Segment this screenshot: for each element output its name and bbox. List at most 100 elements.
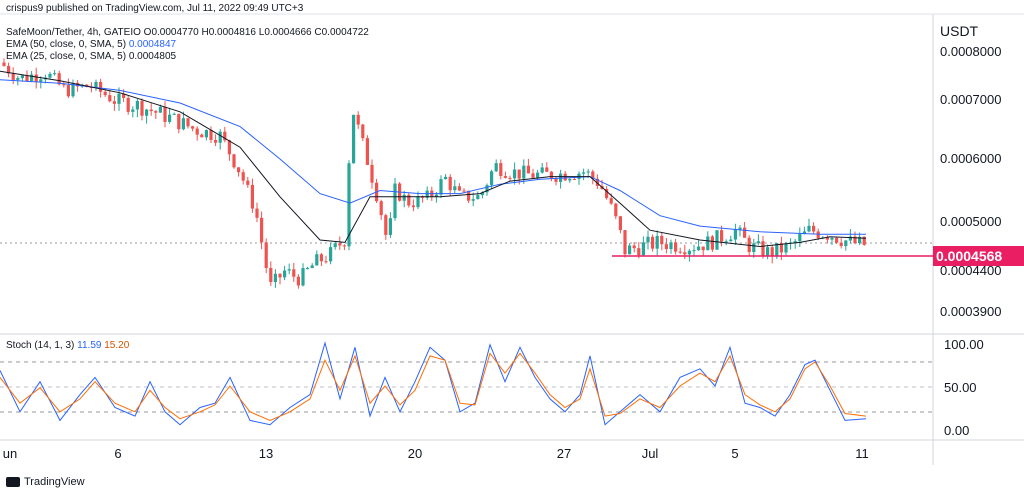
- candle-body: [586, 171, 590, 173]
- candle-body: [766, 247, 770, 257]
- candle-body: [264, 242, 268, 269]
- candle-body: [476, 195, 480, 200]
- candle-body: [384, 215, 388, 235]
- candle-body: [57, 73, 61, 85]
- candle-body: [812, 225, 816, 232]
- candle-body: [71, 82, 75, 97]
- candle-body: [623, 230, 627, 255]
- candle-body: [480, 192, 484, 196]
- candle-body: [223, 131, 227, 141]
- candle-body: [798, 234, 802, 242]
- candle-body: [853, 236, 857, 244]
- candle-body: [273, 273, 277, 283]
- candle-body: [260, 217, 264, 243]
- candle-body: [333, 243, 337, 248]
- candle-body: [531, 173, 535, 178]
- candle-body: [48, 73, 52, 78]
- candle-body: [227, 140, 231, 155]
- candle-body: [324, 261, 328, 263]
- candle-body: [158, 106, 162, 113]
- candle-body: [2, 62, 6, 66]
- time-tick: 6: [114, 446, 122, 461]
- currency-label: USDT: [940, 23, 979, 39]
- candle-body: [549, 171, 553, 179]
- candle-body: [122, 93, 126, 98]
- candle-body: [34, 74, 38, 82]
- price-tick: 0.0007000: [940, 92, 1002, 107]
- ema50-line: [0, 79, 866, 235]
- candle-body: [756, 241, 760, 244]
- candle-body: [706, 236, 710, 251]
- publisher-line: crispus9 published on TradingView.com, J…: [6, 3, 304, 14]
- candle-body: [490, 171, 494, 186]
- candle-body: [733, 229, 737, 240]
- candle-body: [664, 244, 668, 250]
- candle-body: [135, 100, 139, 110]
- candle-body: [287, 269, 291, 271]
- ema25-legend: EMA (25, close, 0, SMA, 5) 0.0004805: [6, 51, 176, 62]
- candle-body: [306, 268, 310, 270]
- candle-body: [655, 235, 659, 249]
- candle-body: [181, 118, 185, 130]
- candle-body: [582, 172, 586, 174]
- candle-body: [200, 134, 204, 138]
- stoch-k-line: [0, 341, 867, 426]
- candle-body: [20, 75, 24, 79]
- candle-body: [25, 75, 29, 81]
- ema25-line: [0, 70, 867, 248]
- candle-body: [770, 247, 774, 257]
- candle-body: [816, 231, 820, 239]
- ema50-legend: EMA (50, close, 0, SMA, 5) 0.0004847: [6, 39, 176, 50]
- ema50-label: EMA (50, close, 0, SMA, 5): [6, 39, 127, 50]
- candle-body: [117, 93, 121, 104]
- price-tick: 0.0006000: [940, 151, 1002, 166]
- candle-body: [692, 250, 696, 252]
- candle-body: [752, 243, 756, 253]
- candle-body: [807, 225, 811, 232]
- candle-body: [710, 236, 714, 250]
- candle-body: [269, 268, 273, 283]
- candle-body: [53, 73, 57, 75]
- candle-body: [278, 273, 282, 278]
- candle-body: [499, 163, 503, 177]
- stoch-d-value: 15.20: [104, 340, 130, 351]
- current-price-badge: [933, 246, 1024, 266]
- candle-body: [352, 114, 356, 164]
- candle-body: [94, 81, 98, 88]
- candle-body: [356, 114, 360, 125]
- candle-body: [743, 227, 747, 238]
- candle-body: [131, 109, 135, 112]
- candle-body: [62, 84, 66, 86]
- candle-body: [315, 254, 319, 266]
- candle-body: [154, 111, 158, 113]
- candle-body: [453, 186, 457, 191]
- candle-body: [494, 163, 498, 172]
- candle-body: [858, 236, 862, 244]
- candle-body: [825, 237, 829, 240]
- candle-body: [844, 240, 848, 246]
- candle-body: [186, 118, 190, 127]
- candle-body: [775, 243, 779, 257]
- candle-body: [232, 154, 236, 168]
- candle-body: [39, 79, 43, 82]
- tradingview-logo-icon: [6, 477, 20, 487]
- time-tick: Jul: [641, 446, 659, 461]
- candle-body: [683, 252, 687, 255]
- candle-body: [632, 245, 636, 249]
- ema25-value: 0.0004805: [128, 51, 177, 62]
- candle-body: [517, 169, 521, 179]
- candle-body: [618, 216, 622, 231]
- brand-label: TradingView: [24, 476, 85, 488]
- stoch-legend: Stoch (14, 1, 3) 11.59 15.20: [6, 340, 129, 351]
- candle-body: [250, 184, 254, 209]
- candle-body: [687, 250, 691, 255]
- candle-body: [108, 95, 112, 102]
- candle-body: [168, 114, 172, 122]
- candle-body: [416, 196, 420, 208]
- time-tick: un: [2, 446, 18, 461]
- candle-body: [434, 194, 438, 198]
- candle-body: [218, 131, 222, 143]
- time-tick: 13: [258, 446, 274, 461]
- candle-body: [301, 268, 305, 286]
